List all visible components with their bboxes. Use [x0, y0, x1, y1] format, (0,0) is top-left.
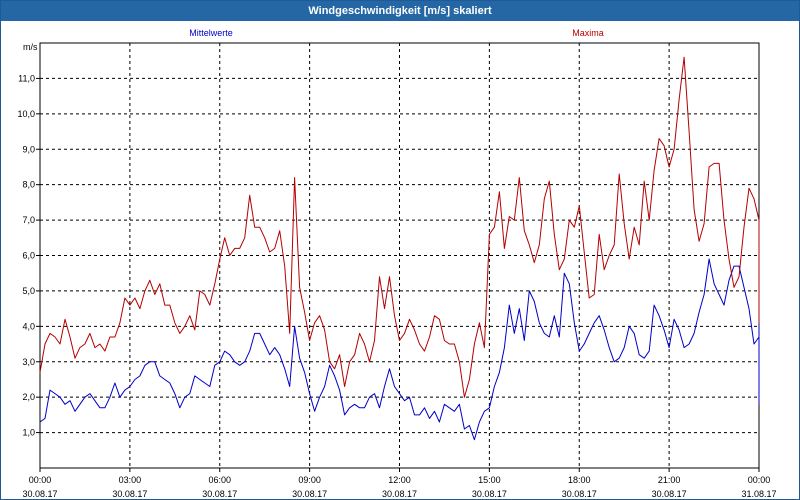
x-tick-time-label: 03:00 [119, 475, 142, 485]
y-axis: 1,0 2,0 3,0 4,0 5,0 6,0 7,0 8,0 9,0 10,0 11,0 [17, 73, 40, 438]
grid [40, 43, 759, 468]
legend-mittelwerte: Mittelwerte [189, 28, 233, 38]
x-tick-time-label: 18:00 [568, 475, 591, 485]
y-tick-label: 9,0 [22, 144, 35, 154]
x-tick-date-label: 30.08.17 [112, 489, 147, 499]
x-tick-time-label: 00:00 [748, 475, 771, 485]
y-tick-label: 1,0 [22, 428, 35, 438]
y-tick-label: 4,0 [22, 321, 35, 331]
y-tick-label: 6,0 [22, 251, 35, 261]
x-tick-date-label: 30.08.17 [562, 489, 597, 499]
series-line-maxima [39, 56, 760, 398]
x-tick-date-label: 30.08.17 [652, 489, 687, 499]
y-tick-label: 10,0 [17, 109, 35, 119]
x-tick-time-label: 12:00 [388, 475, 411, 485]
series-line-mittelwerte [39, 258, 760, 441]
wind-speed-chart: m/s Mittelwerte Maxima 1,0 2,0 3,0 4,0 5,0 6,… [17, 28, 777, 499]
x-tick-time-label: 21:00 [658, 475, 681, 485]
series [39, 56, 760, 441]
chart-title: Windgeschwindigkeit [m/s] skaliert [1, 1, 799, 21]
y-tick-label: 2,0 [22, 392, 35, 402]
x-tick-date-label: 30.08.17 [202, 489, 237, 499]
x-tick-time-label: 06:00 [208, 475, 231, 485]
x-axis: 00:00 30.08.17 03:00 30.08.17 06:00 30.08.17 0… [22, 468, 777, 499]
x-tick-time-label: 09:00 [298, 475, 321, 485]
legend-maxima: Maxima [572, 28, 604, 38]
x-tick-date-label: 31.08.17 [741, 489, 776, 499]
x-tick-time-label: 00:00 [29, 475, 52, 485]
y-tick-label: 7,0 [22, 215, 35, 225]
x-tick-time-label: 15:00 [478, 475, 501, 485]
y-tick-label: 3,0 [22, 357, 35, 367]
x-tick-date-label: 30.08.17 [382, 489, 417, 499]
x-tick-date-label: 30.08.17 [22, 489, 57, 499]
y-tick-label: 5,0 [22, 286, 35, 296]
x-tick-date-label: 30.08.17 [472, 489, 507, 499]
x-tick-date-label: 30.08.17 [292, 489, 327, 499]
y-tick-label: 11,0 [18, 73, 35, 83]
y-axis-unit-label: m/s [23, 42, 38, 52]
y-tick-label: 8,0 [22, 180, 35, 190]
